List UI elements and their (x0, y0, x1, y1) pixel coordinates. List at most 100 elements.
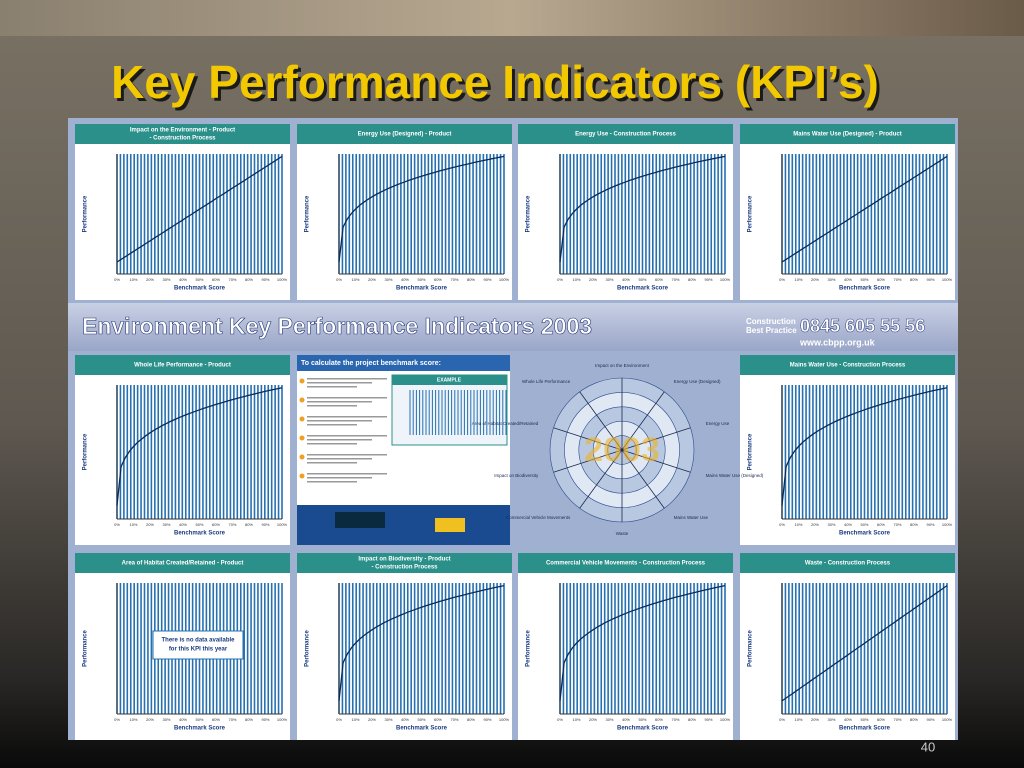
x-axis-title: Benchmark Score (839, 726, 891, 732)
x-tick-label: 30% (827, 522, 835, 527)
example-header (392, 375, 507, 385)
note: There is no data available (161, 638, 235, 644)
x-tick-label: 40% (179, 277, 187, 282)
x-tick-label: 10% (572, 717, 580, 722)
x-tick-label: 20% (811, 717, 819, 722)
x-tick-label: 0% (114, 277, 120, 282)
x-tick-label: 20% (146, 522, 154, 527)
x-tick-label: 10% (794, 717, 802, 722)
step-text (307, 397, 387, 399)
note: for this KPI this year (169, 647, 228, 653)
x-tick-label: 40% (844, 717, 852, 722)
x-tick-label: 50% (417, 717, 425, 722)
banner-title: Environment Key Performance Indicators 2… (82, 313, 592, 339)
radar-spoke (579, 391, 623, 451)
x-tick-label: 20% (589, 277, 597, 282)
x-tick-label: 60% (877, 717, 885, 722)
x-tick-label: 70% (893, 522, 901, 527)
x-tick-label: 100% (720, 717, 731, 722)
radar-spoke (553, 449, 623, 473)
panel-title: Commercial Vehicle Movements - Construct… (546, 561, 706, 567)
y-axis-title: Performance (748, 629, 754, 666)
x-tick-label: 10% (129, 717, 137, 722)
x-tick-label: 50% (417, 277, 425, 282)
radar-label: Impact on Biodiversity (494, 473, 539, 478)
step-text (307, 435, 387, 437)
x-axis-title: Benchmark Score (617, 726, 669, 732)
x-tick-label: 0% (557, 717, 563, 722)
note-box (152, 630, 244, 660)
panel-title: - Construction Process (371, 565, 438, 571)
x-axis-title: Benchmark Score (174, 531, 226, 537)
panel-header (297, 124, 512, 144)
x-tick-label: 50% (638, 277, 646, 282)
x-tick-label: 80% (245, 277, 253, 282)
panel-title: - Construction Process (149, 136, 216, 142)
x-tick-label: 0% (336, 717, 342, 722)
x-tick-label: 0% (557, 277, 563, 282)
x-tick-label: 50% (638, 717, 646, 722)
slide-title: Key Performance Indicators (KPI’s) (111, 56, 879, 108)
x-tick-label: 50% (195, 717, 203, 722)
x-tick-label: 60% (655, 277, 663, 282)
x-tick-label: 90% (261, 522, 269, 527)
y-axis-title: Performance (305, 195, 311, 232)
x-axis-title: Benchmark Score (396, 726, 448, 732)
x-tick-label: 30% (384, 277, 392, 282)
panel-header (75, 124, 290, 144)
x-tick-label: 20% (146, 277, 154, 282)
radar-spoke (579, 449, 623, 509)
step-text (307, 481, 357, 483)
x-tick-label: 80% (910, 717, 918, 722)
x-tick-label: 90% (926, 277, 934, 282)
panel-header (740, 355, 955, 375)
y-axis-title: Performance (305, 629, 311, 666)
panel-header (518, 553, 733, 573)
x-tick-label: 60% (877, 522, 885, 527)
x-tick-label: 0% (114, 717, 120, 722)
panel-title: Area of Habitat Created/Retained - Produ… (122, 561, 244, 567)
x-tick-label: 80% (245, 522, 253, 527)
banner (68, 303, 958, 351)
curve-illustration (559, 155, 726, 263)
step-text (307, 401, 372, 403)
step-text (307, 382, 372, 384)
step-text (307, 462, 357, 464)
x-tick-label: 50% (195, 522, 203, 527)
y-axis-title: Performance (526, 195, 532, 232)
x-tick-label: 90% (483, 717, 491, 722)
step-text (307, 416, 387, 418)
x-tick-label: 30% (827, 277, 835, 282)
x-tick-label: 10% (351, 717, 359, 722)
x-tick-label: 100% (277, 717, 288, 722)
brand: Construction (746, 317, 796, 326)
radar-label: Impact on the Environment (595, 363, 650, 368)
x-tick-label: 80% (467, 277, 475, 282)
y-axis-title: Performance (526, 629, 532, 666)
step-text (307, 405, 357, 407)
x-tick-label: 60% (434, 717, 442, 722)
curve-illustration (338, 155, 505, 263)
x-tick-label: 20% (811, 277, 819, 282)
panel-title: Mains Water Use - Construction Process (790, 363, 906, 369)
instructions-heading: To calculate the project benchmark score… (301, 360, 441, 367)
radar-label: Waste (616, 531, 629, 536)
x-tick-label: 80% (910, 522, 918, 527)
step-text (307, 420, 372, 422)
x-tick-label: 0% (779, 717, 785, 722)
x-tick-label: 0% (779, 522, 785, 527)
x-axis-title: Benchmark Score (839, 286, 891, 292)
curve-illustration (781, 387, 948, 506)
x-tick-label: 60% (655, 717, 663, 722)
y-axis-title: Performance (83, 433, 89, 470)
panel-header (740, 124, 955, 144)
x-tick-label: 10% (794, 522, 802, 527)
step-bullet (299, 454, 305, 460)
panel-header (518, 124, 733, 144)
panel-title: Impact on Biodiversity - Product (358, 557, 450, 563)
y-axis-title: Performance (83, 629, 89, 666)
x-tick-label: 70% (228, 717, 236, 722)
x-axis-title: Benchmark Score (174, 286, 226, 292)
panel-title: Waste - Construction Process (805, 561, 891, 567)
